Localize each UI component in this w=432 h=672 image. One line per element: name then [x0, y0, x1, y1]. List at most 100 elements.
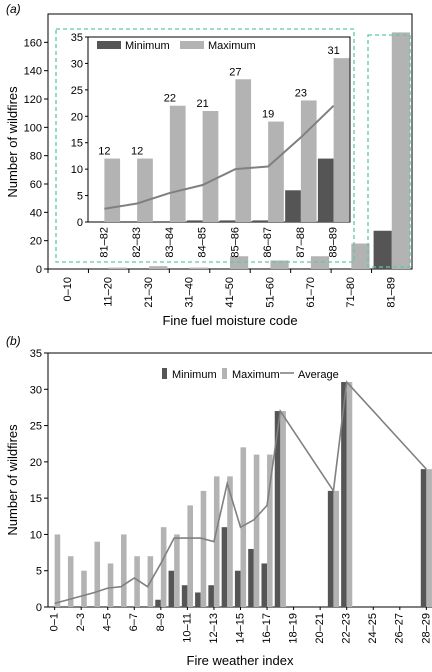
inset-bar-maximum [169, 105, 186, 222]
x-tick-label: 0–1 [49, 613, 61, 631]
panel-a-x-axis-title: Fine fuel moisture code [162, 313, 297, 328]
x-tick-label: 16–17 [261, 613, 273, 644]
bar-minimum [274, 411, 281, 607]
x-tick-label: 26–27 [394, 613, 406, 644]
inset-bar-maximum [104, 158, 121, 222]
x-tick-label: 22–23 [341, 613, 353, 644]
inset-highlight-box [55, 28, 355, 263]
bar-maximum [189, 267, 208, 269]
y-tick-label: 80 [30, 151, 42, 163]
inset-bar-minimum [186, 220, 203, 222]
inset-bar-minimum [219, 220, 236, 222]
bar-maximum [174, 534, 180, 607]
x-tick-label: 8–9 [155, 613, 167, 631]
bar-maximum [187, 505, 193, 607]
legend-swatch-minimum [162, 368, 167, 379]
legend-swatch-maximum [180, 41, 204, 49]
panel-b-legend: Minimum Maximum Average [162, 368, 339, 381]
inset-y-tick-label: 30 [71, 58, 83, 70]
inset-bar-minimum [252, 220, 269, 222]
bar-maximum [240, 447, 247, 607]
inset-average-line [104, 104, 335, 210]
inset-x-tick-label: 86–87 [262, 227, 274, 258]
bar-maximum [160, 527, 167, 607]
bar-maximum [94, 541, 101, 607]
x-tick-label: 4–5 [102, 613, 114, 631]
inset-y-tick-label: 25 [71, 85, 83, 97]
bar-maximum [200, 490, 207, 607]
inset-x-tick-label: 85–86 [229, 227, 241, 258]
bar-minimum [341, 382, 347, 607]
bar-maximum [310, 256, 330, 269]
y-tick-label: 25 [30, 421, 42, 433]
panel-b: (b) 0 5 10 15 20 25 30 35 0–1 2–3 4–5 6–7 8–9 10–11 1… [5, 334, 432, 668]
bar-minimum [221, 527, 228, 607]
x-tick-label: 2–3 [75, 613, 87, 631]
bar-maximum [391, 32, 410, 269]
bar-minimum [373, 230, 392, 269]
inset-data-label: 12 [98, 146, 110, 158]
x-tick-label: 51–60 [264, 277, 276, 308]
inset-x-tick-label: 84–85 [197, 227, 209, 258]
inset-y-tick-label: 5 [77, 191, 83, 203]
panel-b-x-axis-title: Fire weather index [187, 653, 294, 667]
inset-data-label: 21 [197, 98, 209, 110]
x-tick-label: 81–89 [386, 277, 398, 308]
bar-minimum [155, 599, 161, 607]
inset-x-tick-label: 81–82 [98, 227, 110, 258]
bar-minimum [420, 469, 427, 607]
inset-x-tick-label: 88–89 [328, 227, 340, 258]
bar-minimum [195, 592, 201, 607]
inset-bar-maximum [333, 58, 350, 223]
inset-legend-minimum-label: Minimum [125, 40, 170, 52]
panel-b-legend-maximum-label: Maximum [232, 369, 280, 381]
y-tick-label: 160 [24, 37, 42, 49]
x-tick-label: 31–40 [183, 277, 195, 308]
bar-maximum [213, 476, 220, 607]
inset-bar-maximum [268, 121, 284, 222]
bar-maximum [121, 534, 127, 607]
inset-data-label: 27 [229, 66, 241, 78]
y-tick-label: 5 [36, 566, 42, 578]
panel-b-legend-average-label: Average [298, 369, 339, 381]
x-tick-label: 41–50 [224, 277, 236, 308]
bar-minimum [327, 490, 334, 607]
inset-y-tick-label: 0 [77, 217, 83, 229]
bar-maximum [351, 243, 370, 269]
inset-y-tick-label: 10 [71, 164, 83, 176]
bar-minimum [208, 585, 214, 607]
inset-bar-minimum [317, 158, 334, 222]
y-tick-label: 120 [24, 94, 42, 106]
bar-maximum [280, 411, 286, 607]
bar-maximum [54, 534, 61, 607]
inset-data-label: 23 [295, 87, 307, 99]
x-tick-label: 21–30 [143, 277, 155, 308]
bar-maximum [81, 570, 87, 607]
bar-maximum [149, 266, 168, 269]
panel-b-y-axis-title: Number of wildfires [5, 424, 20, 536]
legend-swatch-maximum [222, 368, 227, 379]
inset-bar-maximum [202, 111, 219, 222]
x-tick-label: 24–25 [367, 613, 379, 644]
bar-maximum [426, 469, 432, 607]
x-tick-label: 12–13 [208, 613, 220, 644]
y-tick-label: 15 [30, 493, 42, 505]
inset-x-tick-label: 87–88 [295, 227, 307, 258]
bar-minimum [168, 570, 175, 607]
panel-a-label: (a) [6, 2, 21, 16]
inset-bar-minimum [285, 190, 301, 222]
inset-legend-maximum-label: Maximum [208, 40, 256, 52]
bar-maximum [67, 556, 74, 607]
bar-maximum [227, 476, 233, 607]
last-bar-highlight-box [367, 34, 411, 268]
y-tick-label: 20 [30, 236, 42, 248]
x-tick-label: 11–20 [103, 277, 115, 307]
x-tick-label: 18–19 [288, 613, 300, 644]
x-tick-label: 20–21 [314, 613, 326, 644]
panel-b-label: (b) [6, 334, 21, 348]
inset-legend: Minimum Maximum [97, 40, 256, 52]
bar-maximum [107, 563, 114, 607]
bar-maximum [108, 267, 127, 269]
bar-maximum [253, 454, 260, 607]
